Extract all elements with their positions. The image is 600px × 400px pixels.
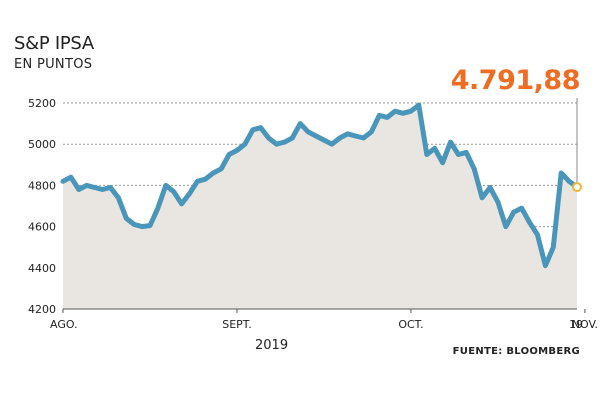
series-line <box>60 102 580 269</box>
chart-title: S&P IPSA <box>14 33 94 54</box>
y-tick-label: 4400 <box>28 262 56 275</box>
last-value-marker <box>572 182 582 193</box>
x-tick-label: SEPT. <box>222 318 251 331</box>
last-value-label: 4.791,88 <box>450 65 581 96</box>
y-tick-label: 4800 <box>28 179 56 192</box>
x-tick-label: NOV. <box>572 318 598 331</box>
x-tick-label: 19 <box>569 318 583 331</box>
chart-subtitle: EN PUNTOS <box>14 57 93 72</box>
y-tick-labels: 4200 4400 4600 4800 5000 5200 <box>28 97 56 316</box>
area-fill <box>63 105 577 309</box>
y-tick-label: 4600 <box>28 221 56 234</box>
y-tick-label: 4200 <box>28 303 56 316</box>
y-tick-label: 5000 <box>28 138 56 151</box>
x-tick-label: AGO. <box>50 318 78 331</box>
source-note: FUENTE: BLOOMBERG <box>452 346 580 357</box>
x-tick-label: OCT. <box>398 318 423 331</box>
y-tick-label: 5200 <box>28 97 56 110</box>
x-tick-labels: AGO. SEPT. OCT. NOV.19 <box>50 309 598 331</box>
year-label: 2019 <box>255 338 289 353</box>
